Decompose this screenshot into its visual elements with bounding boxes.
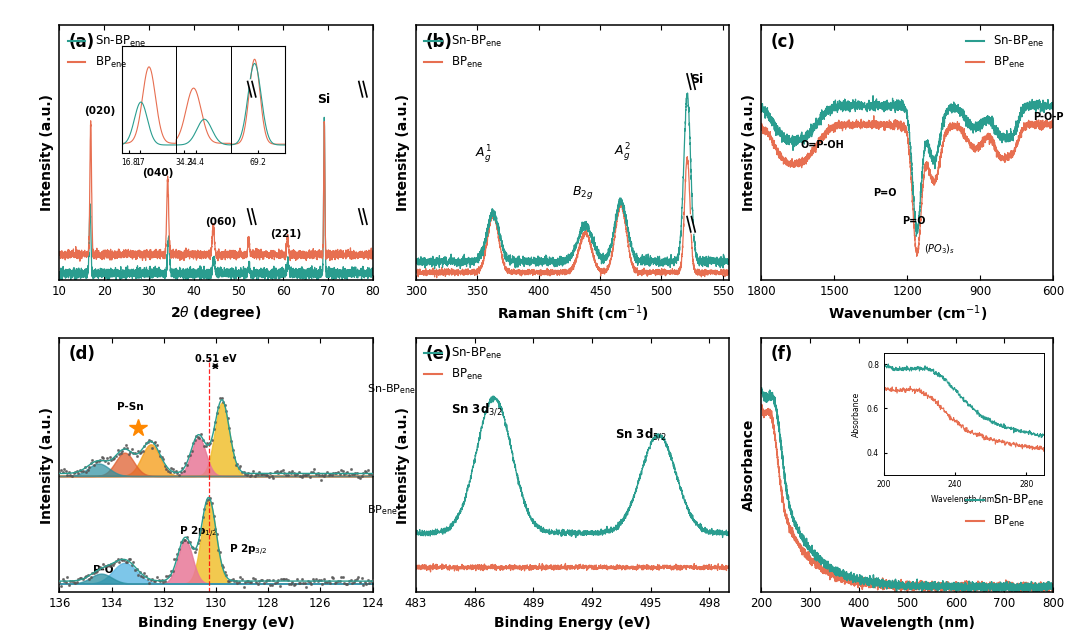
Text: P 2p$_{3/2}$: P 2p$_{3/2}$ xyxy=(229,543,268,557)
Text: Si: Si xyxy=(316,94,329,106)
Text: 0.51 eV: 0.51 eV xyxy=(194,354,237,364)
Y-axis label: Intensity (a.u.): Intensity (a.u.) xyxy=(396,94,410,211)
Legend: Sn-BP$_{\mathregular{ene}}$, BP$_{\mathregular{ene}}$: Sn-BP$_{\mathregular{ene}}$, BP$_{\mathr… xyxy=(963,490,1048,531)
Text: P=O: P=O xyxy=(902,216,926,226)
Text: $A_g^1$: $A_g^1$ xyxy=(475,143,491,165)
Y-axis label: Intensity (a.u.): Intensity (a.u.) xyxy=(742,94,756,211)
Text: P-O-P: P-O-P xyxy=(1034,111,1064,122)
Y-axis label: Intensity (a.u.): Intensity (a.u.) xyxy=(40,406,54,524)
Text: O=P-OH: O=P-OH xyxy=(800,140,845,150)
Y-axis label: Intensity (a.u.): Intensity (a.u.) xyxy=(396,406,410,524)
Text: P-O: P-O xyxy=(93,564,113,575)
Y-axis label: Absorbance: Absorbance xyxy=(742,419,756,512)
Text: P 2p$_{1/2}$: P 2p$_{1/2}$ xyxy=(179,525,218,540)
Text: (d): (d) xyxy=(69,345,96,363)
Text: (020): (020) xyxy=(84,106,116,116)
Legend: Sn-BP$_{\mathregular{ene}}$, BP$_{\mathregular{ene}}$: Sn-BP$_{\mathregular{ene}}$, BP$_{\mathr… xyxy=(963,31,1048,72)
Text: (221): (221) xyxy=(270,229,301,239)
Text: (f): (f) xyxy=(770,345,793,363)
Text: BP$_{\mathregular{ene}}$: BP$_{\mathregular{ene}}$ xyxy=(367,503,397,517)
Legend: Sn-BP$_{\mathregular{ene}}$, BP$_{\mathregular{ene}}$: Sn-BP$_{\mathregular{ene}}$, BP$_{\mathr… xyxy=(421,343,505,384)
X-axis label: Raman Shift (cm$^{-1}$): Raman Shift (cm$^{-1}$) xyxy=(497,304,648,324)
X-axis label: Binding Energy (eV): Binding Energy (eV) xyxy=(137,616,295,630)
Legend: Sn-BP$_{\mathregular{ene}}$, BP$_{\mathregular{ene}}$: Sn-BP$_{\mathregular{ene}}$, BP$_{\mathr… xyxy=(421,31,505,72)
Text: (060): (060) xyxy=(205,217,237,227)
Text: $A_g^2$: $A_g^2$ xyxy=(613,141,631,163)
Text: Si: Si xyxy=(690,73,703,87)
Text: $B_{2g}$: $B_{2g}$ xyxy=(571,185,593,201)
Text: (040): (040) xyxy=(143,168,174,178)
Text: (b): (b) xyxy=(426,33,453,51)
Text: (c): (c) xyxy=(770,33,795,51)
Legend: Sn-BP$_{\mathregular{ene}}$, BP$_{\mathregular{ene}}$: Sn-BP$_{\mathregular{ene}}$, BP$_{\mathr… xyxy=(65,31,149,72)
Text: (a): (a) xyxy=(69,33,95,51)
Text: P-Sn: P-Sn xyxy=(117,402,144,412)
Text: (e): (e) xyxy=(426,345,451,363)
X-axis label: 2$\theta$ (degree): 2$\theta$ (degree) xyxy=(171,304,261,322)
Text: Sn 3d$_{5/2}$: Sn 3d$_{5/2}$ xyxy=(616,427,667,443)
X-axis label: Binding Energy (eV): Binding Energy (eV) xyxy=(494,616,651,630)
Text: P=O: P=O xyxy=(873,188,896,198)
Text: Sn 3d$_{3/2}$: Sn 3d$_{3/2}$ xyxy=(451,402,503,417)
Text: $(PO_3)_s$: $(PO_3)_s$ xyxy=(924,243,956,256)
Text: Sn-BP$_{\mathregular{ene}}$: Sn-BP$_{\mathregular{ene}}$ xyxy=(367,383,416,396)
X-axis label: Wavelength (nm): Wavelength (nm) xyxy=(840,616,975,630)
X-axis label: Wavenumber (cm$^{-1}$): Wavenumber (cm$^{-1}$) xyxy=(827,304,987,324)
Y-axis label: Intensity (a.u.): Intensity (a.u.) xyxy=(40,94,54,211)
